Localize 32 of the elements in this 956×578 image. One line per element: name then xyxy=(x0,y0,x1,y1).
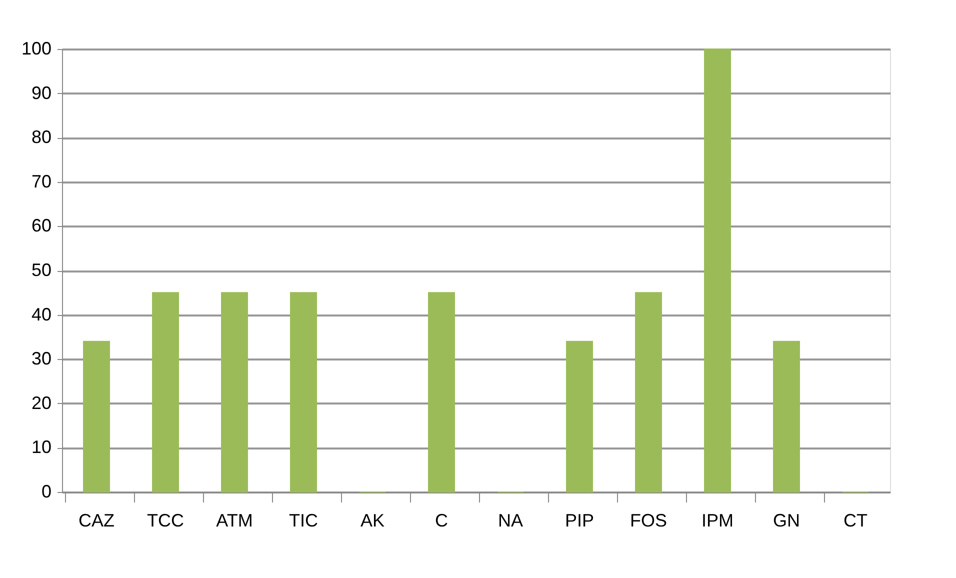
y-tick-label: 80 xyxy=(31,127,52,148)
bar xyxy=(566,340,593,492)
bar xyxy=(83,340,110,492)
x-tick-label: AK xyxy=(360,510,385,530)
y-tick-label: 20 xyxy=(31,392,52,413)
x-tick-label: TCC xyxy=(147,510,184,530)
x-tick-label: GN xyxy=(773,510,800,530)
y-tick-label: 90 xyxy=(31,82,52,103)
y-tick-label: 10 xyxy=(31,437,52,458)
x-tick-label: PIP xyxy=(564,510,594,530)
y-tick-label: 40 xyxy=(31,304,52,324)
x-tick-label: ATM xyxy=(216,510,253,530)
y-tick-label: 0 xyxy=(41,482,52,502)
x-tick-label: C xyxy=(435,510,448,530)
x-tick-label: CT xyxy=(844,510,868,530)
x-tick-label: FOS xyxy=(630,510,668,530)
bar xyxy=(152,292,179,492)
y-tick-label: 100 xyxy=(21,38,52,58)
x-tick-label: IPM xyxy=(701,510,734,530)
x-tick-label: NA xyxy=(498,510,524,530)
bar xyxy=(290,292,317,492)
y-tick-label: 70 xyxy=(31,171,52,192)
y-tick-label: 50 xyxy=(31,260,52,280)
bar xyxy=(221,292,248,492)
bar xyxy=(773,340,800,492)
x-tick-label: CAZ xyxy=(78,510,115,530)
bar xyxy=(428,292,455,492)
bar xyxy=(704,48,731,492)
y-tick-label: 30 xyxy=(31,348,52,369)
bar xyxy=(635,292,662,492)
y-tick-label: 60 xyxy=(31,216,52,236)
x-tick-label: TIC xyxy=(289,510,318,530)
